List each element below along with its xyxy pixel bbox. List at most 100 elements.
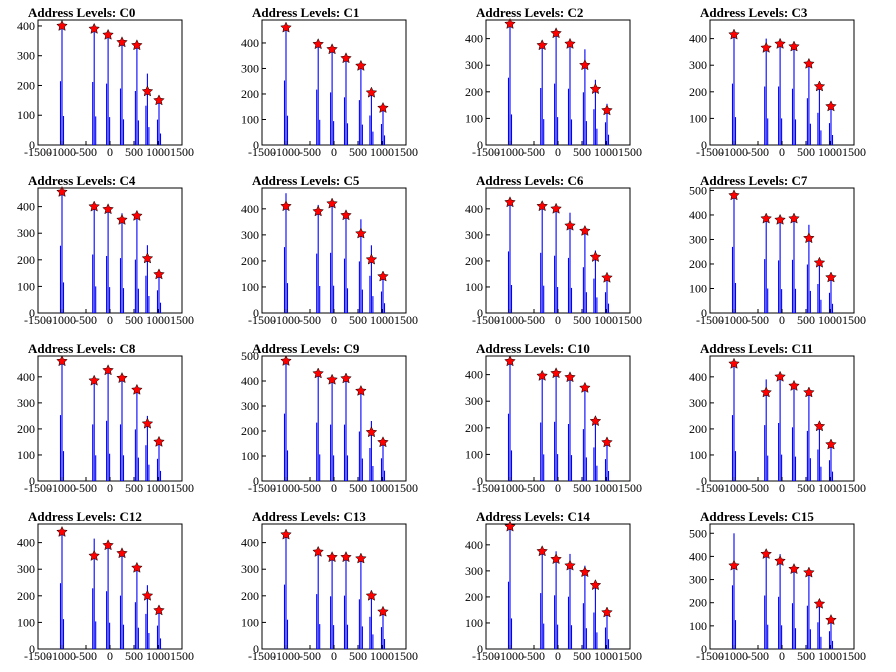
x-tick-label: -1500 [24,313,52,327]
y-tick-label: 400 [241,374,259,388]
y-tick-label: 200 [17,422,35,436]
fit-marker-star [579,224,591,236]
y-tick-label: 200 [241,589,259,603]
chart-title: Address Levels: C2 [476,5,583,20]
fit-marker-star [589,82,602,95]
x-tick-label: -500 [299,313,321,327]
x-tick-label: 0 [555,649,561,663]
x-tick-label: 500 [797,313,815,327]
chart-title: Address Levels: C14 [476,509,590,524]
y-tick-label: 0 [477,474,483,488]
x-tick-label: -1500 [472,313,500,327]
x-tick-label: 500 [125,313,143,327]
fit-marker-star [340,551,352,563]
y-tick-label: 100 [17,448,35,462]
fit-marker-star [813,420,826,432]
fit-marker-star [728,559,740,571]
x-tick-label: -500 [523,481,545,495]
fit-marker-star [116,213,128,225]
x-tick-label: 1500 [842,145,866,159]
fit-marker-star [813,597,826,609]
fit-marker-star [365,426,378,438]
x-tick-label: 1500 [394,313,418,327]
fit-marker-star [788,562,800,575]
x-tick-label: 500 [349,145,367,159]
x-tick-label: -1500 [248,313,276,327]
x-tick-label: -500 [75,481,97,495]
y-tick-label: 200 [17,78,35,92]
y-tick-label: 400 [465,202,483,216]
y-tick-label: 100 [241,112,259,126]
y-tick-label: 0 [477,306,483,320]
fit-marker-star [803,566,815,578]
fit-marker-star [131,39,143,51]
y-tick-label: 400 [17,370,35,384]
fit-marker-star [803,57,815,69]
x-tick-label: 1500 [618,313,642,327]
fit-marker-star [564,371,576,383]
chart-title: Address Levels: C12 [28,509,142,524]
y-tick-label: 0 [477,138,483,152]
x-tick-label: 0 [107,649,113,663]
fit-marker-star [312,367,324,379]
y-tick-label: 300 [241,562,259,576]
y-tick-label: 300 [17,226,35,240]
fit-marker-star [153,604,165,616]
x-tick-label: -1500 [248,649,276,663]
chart-panel: Address Levels: C8-1500-1000 -500 0 500 1000… [17,341,194,495]
x-tick-label: 1000 [370,481,394,495]
fit-marker-star [102,28,114,40]
x-tick-label: 500 [349,481,367,495]
fit-marker-star [326,43,338,55]
x-tick-label: 1000 [594,481,618,495]
chart-panel: Address Levels: C0-1500-1000 -500 0 500 1000… [17,5,194,159]
fit-marker-star [326,197,338,209]
y-tick-label: 200 [689,422,707,436]
y-tick-label: 200 [241,254,259,268]
y-tick-label: 400 [465,538,483,552]
y-tick-label: 400 [689,32,707,46]
fit-marker-star [326,373,338,385]
x-tick-label: 0 [107,481,113,495]
x-tick-label: -1500 [472,649,500,663]
x-tick-label: 1500 [394,481,418,495]
x-tick-label: 1500 [170,145,194,159]
chart-panel: Address Levels: C2-1500-1000 -500 0 500 1000… [465,5,642,159]
fit-marker-star [153,435,165,447]
x-tick-label: 1000 [370,313,394,327]
x-tick-label: -1500 [696,145,724,159]
fit-marker-star [825,613,837,625]
y-tick-label: 500 [689,183,707,197]
y-tick-label: 300 [241,61,259,75]
x-tick-label: -500 [299,145,321,159]
fit-marker-star [579,566,591,578]
fit-marker-star [312,545,324,557]
x-tick-label: -1500 [248,145,276,159]
chart-title: Address Levels: C0 [28,5,135,20]
chart-panel: Address Levels: C15-1500-1000 -500 0 500 100… [689,509,866,663]
fit-marker-star [365,86,378,98]
x-tick-label: 1500 [170,649,194,663]
fit-marker-star [56,19,68,31]
chart-title: Address Levels: C4 [28,173,136,188]
x-tick-label: 500 [797,145,815,159]
x-tick-label: -500 [299,649,321,663]
y-tick-label: 300 [17,562,35,576]
y-tick-label: 200 [689,85,707,99]
x-tick-label: 1500 [618,649,642,663]
y-tick-label: 100 [465,616,483,630]
fit-marker-star [116,547,128,559]
fit-marker-star [355,384,367,396]
y-tick-label: 200 [241,424,259,438]
y-tick-label: 200 [465,421,483,435]
y-tick-label: 400 [17,200,35,214]
fit-marker-star [280,528,292,540]
x-tick-label: 1500 [170,481,194,495]
fit-marker-star [280,21,292,33]
fit-marker-star [504,196,516,208]
fit-marker-star [728,357,740,369]
fit-marker-star [504,520,516,532]
x-tick-label: -1500 [24,649,52,663]
y-tick-label: 100 [465,111,483,125]
fit-marker-star [141,252,154,264]
